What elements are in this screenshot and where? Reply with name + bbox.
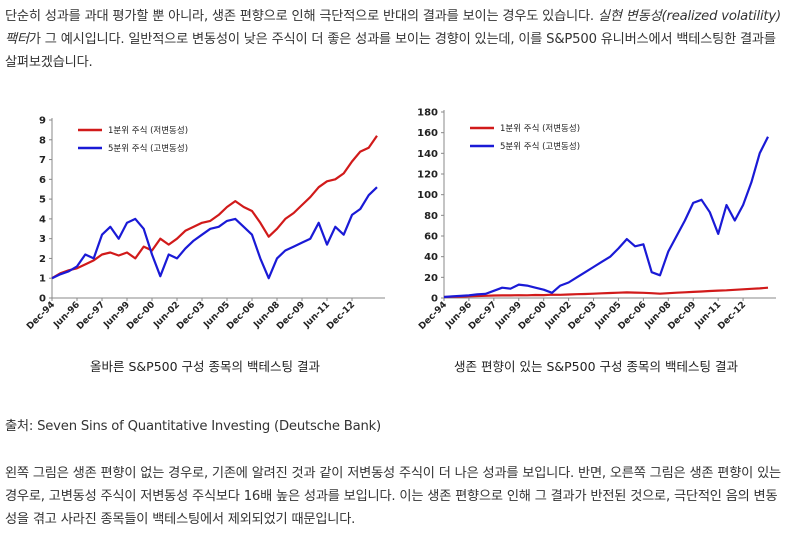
x-tick-label: Dec-06: [617, 300, 649, 332]
series-line-high-volatility: [443, 136, 769, 299]
y-tick-label: 120: [417, 170, 438, 181]
y-tick-label: 4: [39, 214, 46, 225]
intro-text-1: 단순히 성과를 과대 평가할 뿐 아니라, 생존 편향으로 인해 극단적으로 반…: [5, 9, 598, 24]
x-tick-label: Dec-97: [75, 300, 107, 332]
source-citation: 출처: Seven Sins of Quantitative Investing…: [5, 419, 382, 434]
x-tick-label: Dec-97: [467, 300, 499, 332]
series-line-low-volatility: [51, 135, 378, 280]
legend-label-high-volatility: 5분위 주식 (고변동성): [108, 143, 188, 154]
x-tick-label: Dec-94: [25, 300, 57, 332]
y-tick-label: 8: [39, 135, 46, 146]
intro-paragraph: 단순히 성과를 과대 평가할 뿐 아니라, 생존 편향으로 인해 극단적으로 반…: [5, 5, 787, 74]
y-tick-label: 2: [39, 254, 46, 265]
legend-label-low-volatility: 1분위 주식 (저변동성): [500, 123, 580, 134]
x-tick-label: Dec-12: [716, 300, 748, 332]
y-tick-label: 100: [417, 190, 438, 201]
y-tick-label: 60: [424, 232, 438, 243]
x-tick-label: Dec-00: [517, 300, 549, 332]
legend-label-low-volatility: 1분위 주식 (저변동성): [108, 125, 188, 136]
y-tick-label: 0: [431, 294, 438, 305]
y-tick-label: 9: [39, 116, 46, 127]
y-tick-label: 5: [39, 195, 46, 206]
conclusion-paragraph: 왼쪽 그림은 생존 편향이 없는 경우로, 기존에 알려진 것과 같이 저변동성…: [5, 466, 781, 527]
x-tick-label: Dec-12: [325, 300, 357, 332]
y-tick-label: 180: [417, 108, 438, 119]
y-tick-label: 0: [39, 294, 46, 305]
chart-caption-left: 올바른 S&P500 구성 종목의 백테스팅 결과: [90, 359, 320, 374]
x-tick-label: Dec-03: [175, 300, 207, 332]
chart-survivorship-bias: 020406080100120140160180Dec-94Jun-96Dec-…: [417, 108, 776, 332]
series-line-high-volatility: [51, 186, 378, 280]
intro-emphasis: 실현 변동성(realized volatility) 팩터: [5, 9, 781, 47]
y-tick-label: 140: [417, 149, 438, 160]
y-tick-label: 160: [417, 128, 438, 139]
y-tick-label: 3: [39, 234, 46, 245]
chart-low-vol-correct: 0123456789Dec-94Jun-96Dec-97Jun-99Dec-00…: [25, 116, 385, 332]
intro-text-2: 가 그 예시입니다. 일반적으로 변동성이 낮은 주식이 더 좋은 성과를 보이…: [5, 32, 776, 70]
y-tick-label: 20: [424, 273, 438, 284]
y-tick-label: 1: [39, 274, 46, 285]
x-tick-label: Dec-94: [417, 300, 449, 332]
y-tick-label: 40: [424, 252, 438, 263]
chart-caption-right: 생존 편향이 있는 S&P500 구성 종목의 백테스팅 결과: [454, 359, 738, 374]
x-tick-label: Dec-09: [666, 300, 698, 332]
x-tick-label: Dec-06: [225, 300, 257, 332]
y-tick-label: 7: [39, 155, 46, 166]
y-tick-label: 80: [424, 211, 438, 222]
legend-label-high-volatility: 5분위 주식 (고변동성): [500, 141, 580, 152]
x-tick-label: Dec-03: [567, 300, 599, 332]
y-tick-label: 6: [39, 175, 46, 186]
x-tick-label: Dec-09: [275, 300, 307, 332]
series-line-low-volatility: [443, 286, 769, 299]
x-tick-label: Dec-00: [125, 300, 157, 332]
